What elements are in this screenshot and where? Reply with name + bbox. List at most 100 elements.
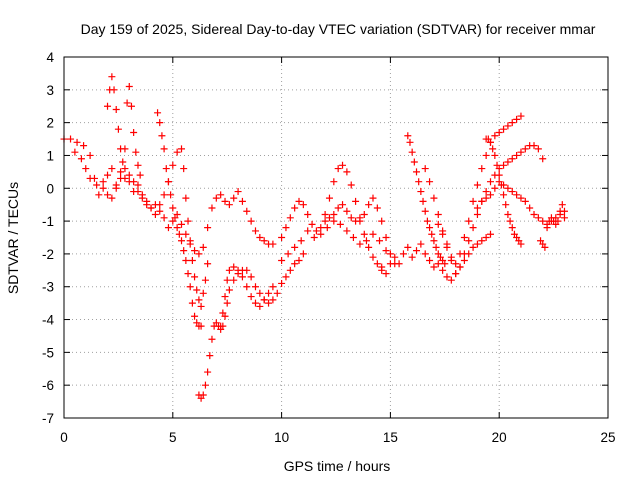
data-point (243, 283, 251, 291)
data-point (156, 119, 164, 127)
data-point (439, 266, 447, 274)
data-point (473, 211, 481, 219)
data-point (428, 230, 436, 238)
data-point (423, 217, 431, 225)
data-point (554, 217, 562, 225)
data-point (556, 207, 564, 215)
data-point (486, 138, 494, 146)
data-point (95, 191, 103, 199)
data-point (304, 227, 312, 235)
data-point (73, 138, 81, 146)
series-track-k (404, 132, 449, 268)
data-point (278, 256, 286, 264)
data-point (534, 145, 542, 153)
data-point (491, 151, 499, 159)
data-point (482, 234, 490, 241)
data-point (373, 204, 381, 212)
data-point (110, 86, 118, 94)
data-point (182, 256, 190, 264)
data-point (317, 224, 325, 232)
data-point (323, 224, 331, 232)
data-point (530, 211, 538, 219)
data-point (352, 197, 360, 205)
data-point (460, 234, 468, 241)
y-tick-label: 0 (46, 181, 54, 196)
data-point (243, 266, 251, 274)
data-point (439, 230, 447, 238)
y-tick-label: 4 (46, 50, 54, 65)
data-point (526, 204, 534, 212)
data-point (256, 302, 264, 310)
data-point (204, 224, 212, 232)
data-point (108, 73, 116, 81)
data-point (217, 191, 225, 199)
data-point (175, 230, 183, 238)
data-point (156, 201, 164, 209)
data-point (182, 194, 190, 202)
data-point (443, 273, 451, 281)
data-point (238, 197, 246, 205)
data-point (521, 197, 529, 205)
data-point (225, 201, 233, 209)
data-point (534, 214, 542, 222)
data-point (434, 211, 442, 219)
data-point (321, 217, 329, 225)
data-point (171, 214, 179, 222)
data-point (134, 181, 142, 189)
data-point (330, 211, 338, 219)
data-point (67, 135, 75, 143)
series-track-o (482, 135, 525, 248)
data-point (447, 256, 455, 264)
data-point (191, 312, 199, 320)
data-point (356, 217, 364, 225)
data-point (291, 204, 299, 212)
data-point (339, 161, 347, 169)
data-point (513, 151, 521, 159)
data-point (247, 217, 255, 225)
data-point (426, 178, 434, 186)
data-point (260, 237, 268, 245)
data-point (112, 184, 120, 192)
data-point (234, 188, 242, 196)
data-point (195, 296, 203, 304)
data-point (495, 171, 503, 179)
data-point (530, 142, 538, 150)
data-point (251, 283, 259, 291)
data-point (117, 174, 125, 182)
data-point (134, 161, 142, 169)
data-point (291, 260, 299, 268)
data-points (60, 73, 568, 402)
data-point (399, 250, 407, 258)
data-point (184, 217, 192, 225)
data-point (127, 102, 135, 110)
data-point (343, 207, 351, 215)
data-point (452, 260, 460, 268)
data-point (286, 214, 294, 222)
data-point (378, 217, 386, 225)
y-tick-label: -5 (42, 345, 54, 360)
data-point (80, 142, 88, 150)
data-point (502, 201, 510, 209)
data-point (269, 296, 277, 304)
data-point (460, 250, 468, 258)
data-point (376, 237, 384, 245)
data-point (136, 171, 144, 179)
data-point (217, 322, 225, 330)
data-point (330, 217, 338, 225)
data-point (238, 273, 246, 281)
data-point (282, 224, 290, 232)
data-point (125, 171, 133, 179)
data-point (132, 148, 140, 156)
data-point (164, 224, 172, 232)
data-point (473, 204, 481, 212)
data-point (282, 273, 290, 281)
data-point (164, 178, 172, 186)
data-point (347, 214, 355, 222)
data-point (186, 283, 194, 291)
data-point (299, 201, 307, 209)
data-point (178, 237, 186, 245)
data-point (204, 368, 212, 376)
data-point (386, 260, 394, 268)
data-point (86, 151, 94, 159)
data-point (143, 201, 151, 209)
